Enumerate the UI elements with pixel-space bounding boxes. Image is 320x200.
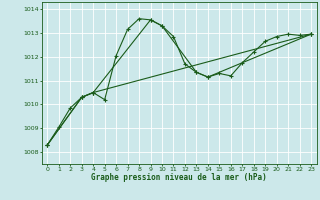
X-axis label: Graphe pression niveau de la mer (hPa): Graphe pression niveau de la mer (hPa) xyxy=(91,173,267,182)
